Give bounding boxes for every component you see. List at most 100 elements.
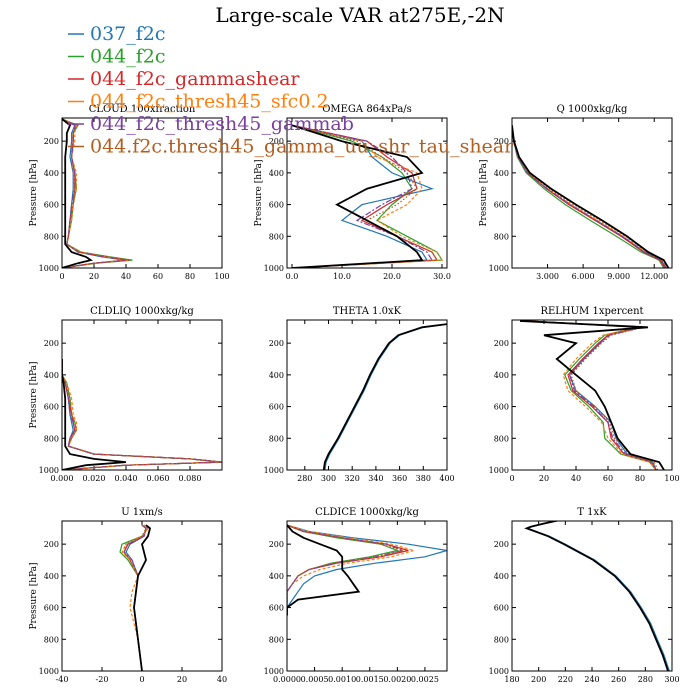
series-line-044_f2c_thresh45_gammab [527,320,657,470]
legend-label: 037_f2c [90,23,166,45]
y-tick-label: 800 [494,232,509,241]
legend-label: 044.f2c.thresh45_gamma_uu_shr_tau_shear [90,136,514,158]
legend-label: 044_f2c_gammashear [90,68,300,90]
x-tick-label: 80 [185,272,195,281]
panel-title: U 1xm/s [121,507,163,518]
x-tick-label: 0 [59,272,64,281]
x-tick-label: 12.000 [640,272,668,281]
x-tick-label: 280 [297,474,312,483]
panel-title: OMEGA 864xPa/s [322,104,412,115]
y-tick-label: 1000 [489,466,509,475]
y-tick-label: 800 [494,434,509,443]
x-tick-label: 60 [603,474,613,483]
series-line-reference [519,320,665,470]
x-tick-label: 200 [531,675,546,684]
legend-label: 044_f2c [90,46,166,68]
series-group [322,323,447,470]
panel-frame [286,117,448,269]
y-tick-label: 200 [44,137,59,146]
series-line-reference [524,521,669,671]
legend-label: 044_f2c_thresh45_sfc0.2 [90,91,329,113]
y-tick-label: 400 [269,169,284,178]
panel-frame [61,520,223,672]
y-tick-label: 200 [494,540,509,549]
series-line-reference [62,359,127,470]
series-line-044_f2c_gammashear [291,124,439,268]
x-tick-label: 300 [664,675,679,684]
y-axis-label: Pressure [hPa] [254,159,264,226]
x-tick-label: -20 [96,675,109,684]
panel-frame [511,117,673,269]
y-tick-label: 600 [494,403,509,412]
y-tick-label: 1000 [489,667,509,676]
series-line-044_f2c_gammashear [62,359,222,470]
panel-title: Q 1000xkg/kg [557,104,628,115]
x-tick-label: 30.0 [433,272,451,281]
y-tick-label: 200 [44,540,59,549]
y-tick-label: 800 [269,434,284,443]
series-line-044.f2c.thresh45_gamma_uu_shr_tau_shear [512,125,669,268]
series-line-044_f2c_thresh45_gammab [512,125,667,268]
y-tick-label: 400 [494,371,509,380]
y-tick-label: 600 [44,201,59,210]
x-tick-label: 100 [664,474,679,483]
series-group [119,524,152,671]
series-group [519,320,665,470]
x-tick-label: 0.000 [51,474,74,483]
legend-label: 044_f2c_thresh45_gammab [90,113,354,135]
x-tick-label: 0.060 [147,474,170,483]
y-tick-label: 400 [494,169,509,178]
y-axis-label: Pressure [hPa] [29,361,39,428]
series-line-044_f2c_thresh45_sfc0.2 [291,124,444,268]
y-tick-label: 800 [269,635,284,644]
x-tick-label: 20 [177,675,187,684]
y-tick-label: 800 [44,635,59,644]
y-tick-label: 600 [494,604,509,613]
series-line-044_f2c_thresh45_sfc0.2 [527,320,657,470]
y-tick-label: 600 [269,604,284,613]
panel-title: CLOUD 100xfraction [89,104,196,115]
x-tick-label: 260 [611,675,626,684]
series-line-044.f2c.thresh45_gamma_uu_shr_tau_shear [62,118,123,268]
x-tick-label: 280 [638,675,653,684]
x-tick-label: 0.0020 [383,675,411,684]
y-tick-label: 200 [44,339,59,348]
y-tick-label: 1000 [489,264,509,273]
y-tick-label: 1000 [39,466,59,475]
x-tick-label: 320 [345,474,360,483]
series-line-reference [133,524,152,671]
y-tick-label: 1000 [264,667,284,676]
x-tick-label: 0.020 [83,474,106,483]
y-tick-label: 600 [269,201,284,210]
x-tick-label: 9.000 [607,272,630,281]
series-line-044_f2c [62,359,222,470]
panel-4: CLDLIQ 1000xkg/kg Pressure [hPa] 200 400 600… [29,306,223,483]
series-line-reference [512,125,670,268]
x-tick-label: 0 [509,474,514,483]
series-group [62,118,133,268]
y-tick-label: 600 [44,403,59,412]
panel-frame [511,319,673,471]
panel-title: THETA 1.0xK [333,306,402,317]
x-tick-label: 40 [571,474,581,483]
x-tick-label: 0.0015 [356,675,384,684]
y-tick-label: 200 [269,137,284,146]
x-tick-label: 10.0 [333,272,351,281]
x-tick-label: 40 [121,272,131,281]
x-tick-label: 0 [139,675,144,684]
y-tick-label: 800 [269,232,284,241]
x-tick-label: 100 [214,272,229,281]
series-group [287,524,447,616]
y-tick-label: 1000 [39,264,59,273]
x-tick-label: 240 [584,675,599,684]
figure-title: Large-scale VAR at275E,-2N [215,3,504,27]
x-tick-label: 20 [539,474,549,483]
panel-frame [61,319,223,471]
x-tick-label: 0.080 [179,474,202,483]
